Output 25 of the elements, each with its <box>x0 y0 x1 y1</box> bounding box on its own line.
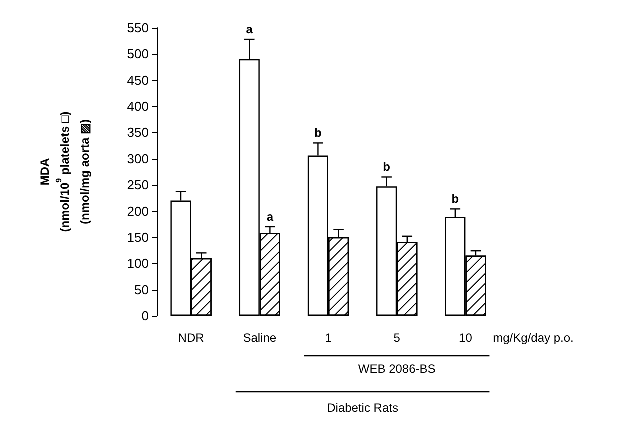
y-tick-label: 100 <box>127 256 149 272</box>
y-tick-label: 0 <box>142 308 149 324</box>
x-tick-label: Saline <box>243 331 277 345</box>
y-tick-label: 400 <box>127 99 149 114</box>
y-tick-label: 150 <box>127 230 149 245</box>
annotation: a <box>266 210 274 224</box>
annotation: b <box>452 192 460 206</box>
y-tick-label: 250 <box>127 178 149 193</box>
x-tick-label: 5 <box>394 331 401 345</box>
annotation: b <box>383 160 390 174</box>
x-tick-label: NDR <box>178 331 205 345</box>
text: mg/Kg/day p.o. <box>493 331 574 345</box>
x-tick-label: 1 <box>325 331 332 345</box>
x-tick-label: 10 <box>459 331 473 345</box>
text: WEB 2086-BS <box>358 362 436 376</box>
y-tick-label: 500 <box>127 46 149 62</box>
y-tick-label: 350 <box>127 125 149 140</box>
y-tick-label: 300 <box>127 151 149 166</box>
y-tick-label: 50 <box>134 282 149 298</box>
annotation: a <box>246 22 254 37</box>
y-tick-label: 550 <box>127 20 149 36</box>
y-tick-label: 450 <box>127 72 149 88</box>
text: Diabetic Rats <box>327 401 398 415</box>
annotation: b <box>314 126 322 140</box>
y-tick-label: 200 <box>127 204 149 219</box>
